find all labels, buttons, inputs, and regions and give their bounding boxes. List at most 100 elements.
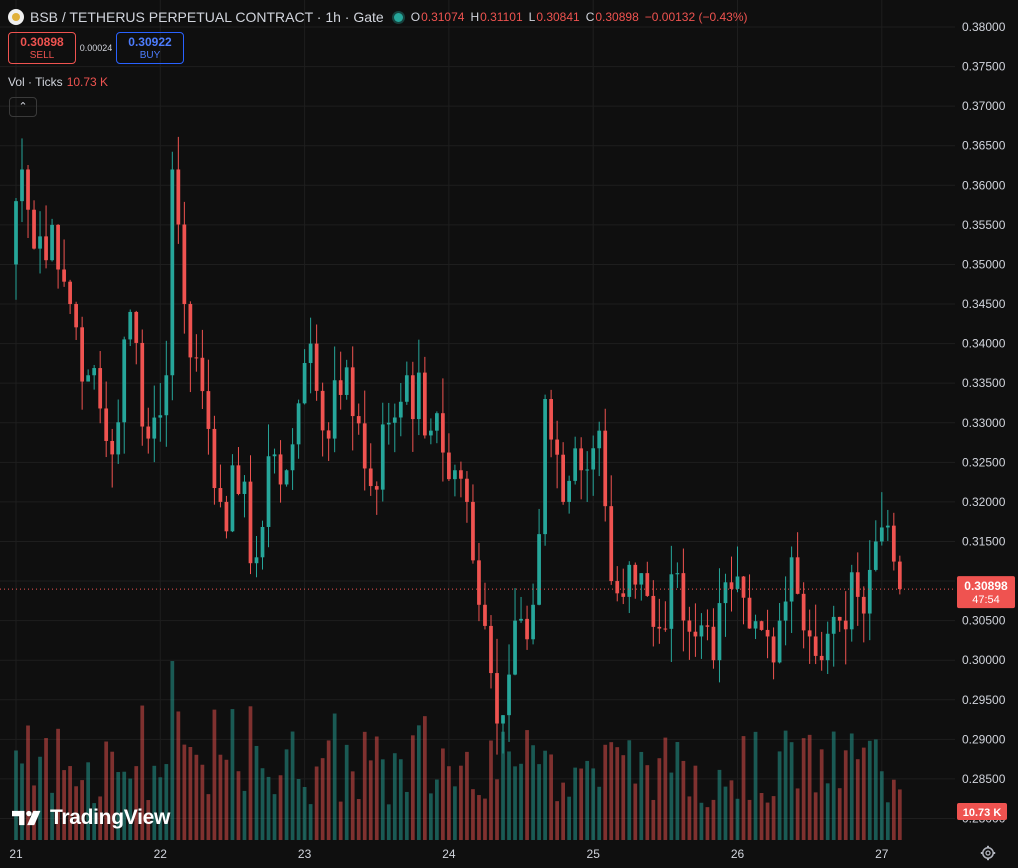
volume-legend[interactable]: Vol · Ticks 10.73 K <box>8 75 108 89</box>
candle-body <box>639 573 644 585</box>
collapse-legend-button[interactable]: ⌃ <box>9 97 37 117</box>
volume-bar <box>831 731 836 840</box>
volume-bar <box>495 779 499 840</box>
volume-bar <box>489 740 493 840</box>
candle-body <box>332 380 337 439</box>
volume-bar <box>837 788 842 840</box>
market-open-status-icon <box>393 12 403 22</box>
candle-body <box>200 357 205 392</box>
y-tick-label: 0.32000 <box>962 495 1006 509</box>
volume-bar <box>711 799 716 840</box>
time-axis[interactable]: 21 22 23 24 25 26 27 <box>9 847 888 861</box>
volume-bar <box>801 738 806 840</box>
volume-bar <box>110 751 115 840</box>
volume-bar <box>20 763 24 840</box>
ohlc-high: H0.31101 <box>470 10 523 24</box>
buy-button[interactable]: 0.30922 BUY <box>116 32 184 64</box>
y-tick-label: 0.33000 <box>962 416 1006 430</box>
volume-bar <box>74 786 78 840</box>
candle-body <box>801 593 806 631</box>
candle-body <box>128 311 133 340</box>
y-tick-label: 0.32500 <box>962 455 1006 469</box>
y-tick-label: 0.30000 <box>962 653 1006 667</box>
candle-body <box>621 593 626 597</box>
candle-body <box>182 224 187 305</box>
volume-bar <box>609 742 614 840</box>
candle-body <box>224 501 229 532</box>
volume-bar <box>471 789 475 840</box>
volume-bar <box>56 728 60 840</box>
buy-price: 0.30922 <box>128 35 172 49</box>
volume-bar <box>386 804 391 840</box>
candle-body <box>597 430 602 449</box>
last-price-label: 0.30898 <box>964 579 1008 593</box>
volume-bar <box>68 766 72 840</box>
y-tick-label: 0.34500 <box>962 297 1006 311</box>
symbol-title[interactable]: BSB / TETHERUS PERPETUAL CONTRACT · 1h ·… <box>30 9 384 25</box>
volume-bar <box>416 725 421 840</box>
volume-bar <box>459 765 463 840</box>
volume-bar <box>206 794 211 840</box>
candle-body <box>651 595 656 627</box>
volume-bar <box>849 733 854 840</box>
candle-body <box>855 572 860 597</box>
candle-body <box>873 541 878 570</box>
candle-body <box>428 430 433 436</box>
x-tick-label: 21 <box>9 847 23 861</box>
volume-bar <box>50 792 54 840</box>
candle-body <box>531 604 535 640</box>
candle-body <box>693 631 698 637</box>
candle-body <box>861 596 866 614</box>
candle-body <box>453 470 457 480</box>
gear-icon[interactable] <box>980 845 996 861</box>
volume-bar <box>603 744 608 840</box>
candle-body <box>278 454 283 485</box>
candle-body <box>212 428 217 489</box>
volume-bar <box>134 766 139 840</box>
x-tick-label: 22 <box>154 847 168 861</box>
volume-bar <box>26 725 30 840</box>
candle-body <box>398 401 403 418</box>
candle-body <box>170 169 175 376</box>
y-tick-label: 0.29500 <box>962 693 1006 707</box>
volume-bar <box>302 786 307 840</box>
candle-body <box>627 564 632 597</box>
candle-body <box>813 636 818 656</box>
ohlc-close: C0.30898 <box>585 10 639 24</box>
volume-bar <box>404 791 409 840</box>
candle-body <box>795 557 800 594</box>
volume-bar <box>320 758 325 840</box>
volume-bar <box>555 801 559 840</box>
candle-body <box>879 527 884 542</box>
volume-bar <box>254 745 259 840</box>
volume-bar <box>687 796 692 840</box>
tradingview-logo[interactable]: TradingView <box>12 806 170 830</box>
candle-body <box>885 525 890 528</box>
volume-bar <box>867 740 872 840</box>
y-tick-label: 0.37500 <box>962 60 1006 74</box>
volume-bar <box>705 807 710 840</box>
price-axis[interactable]: 0.38000 0.37500 0.37000 0.36500 0.36000 0.355… <box>957 20 1015 826</box>
candle-body <box>567 480 572 502</box>
candle-body <box>447 452 451 480</box>
volume-bar <box>747 799 752 840</box>
volume-bar <box>362 731 367 840</box>
x-tick-label: 27 <box>875 847 889 861</box>
candle-body <box>218 488 223 502</box>
volume-bar <box>753 731 758 840</box>
sell-button[interactable]: 0.30898 SELL <box>8 32 76 64</box>
candle-body <box>296 403 301 445</box>
candle-body <box>50 224 54 261</box>
volume-bar <box>441 748 445 840</box>
volume-bar <box>380 759 385 840</box>
volume-bar <box>885 802 890 840</box>
candle-body <box>386 422 391 425</box>
candle-body <box>669 574 674 629</box>
candle-body <box>374 486 379 490</box>
x-tick-label: 23 <box>298 847 312 861</box>
candle-body <box>152 417 157 439</box>
candle-body <box>308 343 313 364</box>
volume-bar <box>152 765 157 840</box>
candle-body <box>344 367 349 395</box>
